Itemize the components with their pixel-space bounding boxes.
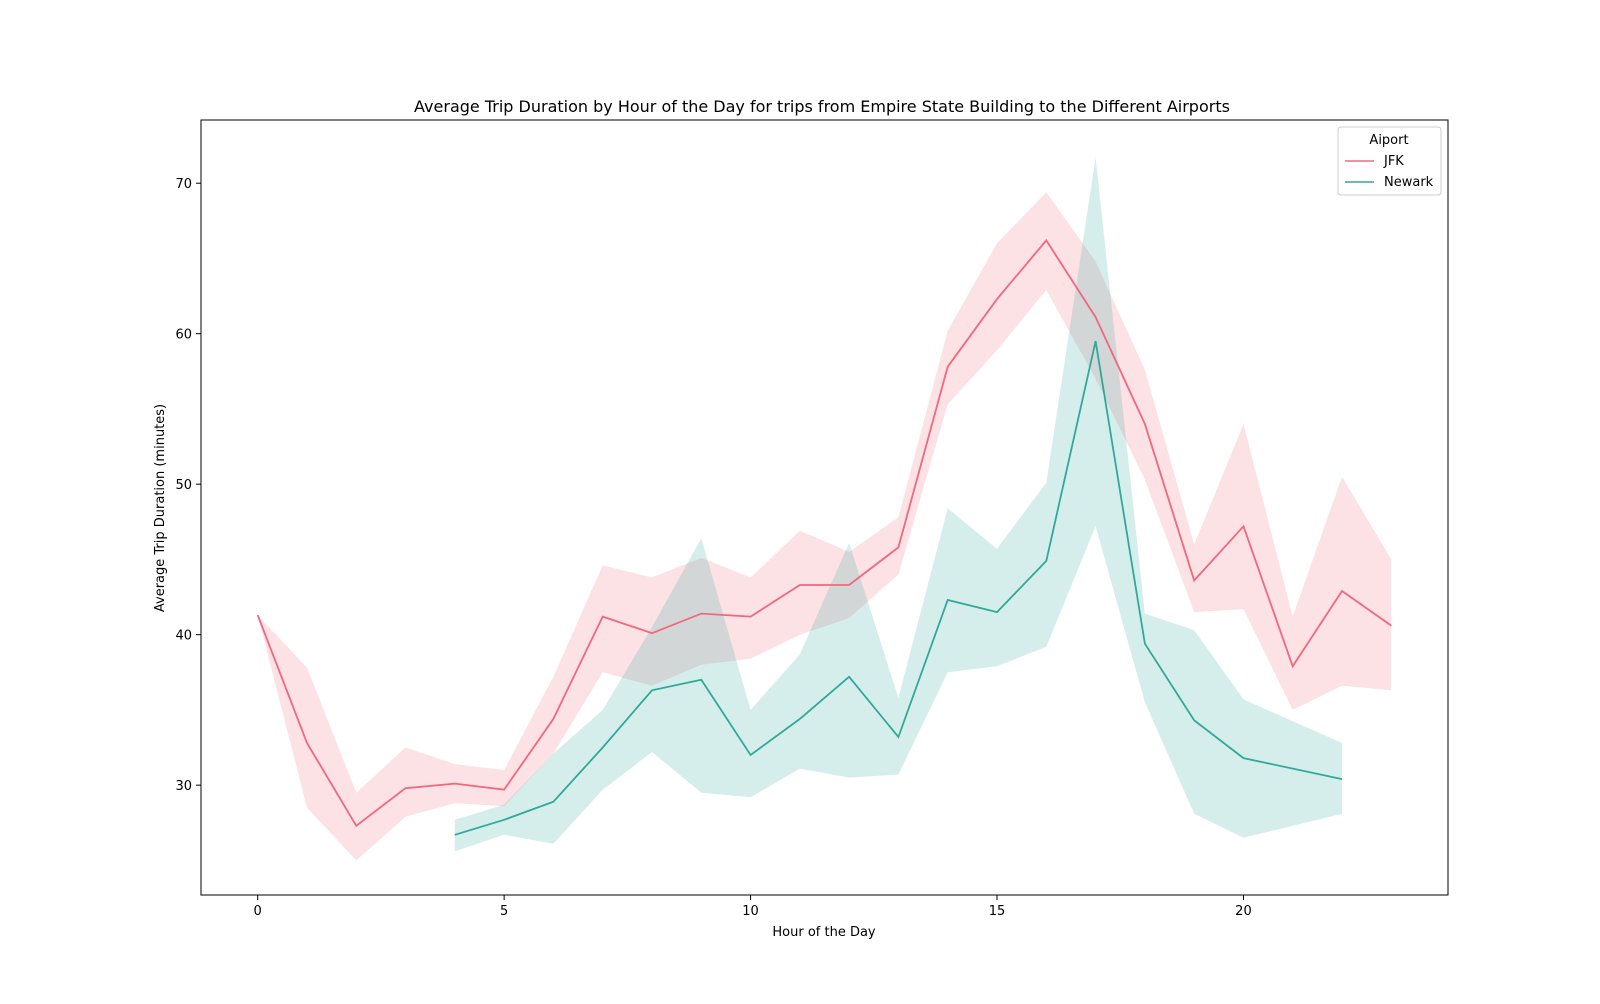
y-tick-label: 30 bbox=[175, 779, 192, 794]
y-tick-label: 50 bbox=[175, 478, 192, 493]
confidence-bands bbox=[257, 157, 1392, 861]
y-tick-label: 60 bbox=[175, 328, 192, 343]
chart-title: Average Trip Duration by Hour of the Day… bbox=[414, 97, 1230, 116]
legend-title: Aiport bbox=[1369, 133, 1408, 148]
x-axis-label: Hour of the Day bbox=[772, 925, 876, 940]
y-axis: 30 40 50 60 70 bbox=[175, 177, 201, 794]
x-tick-label: 10 bbox=[742, 904, 759, 919]
x-tick-label: 20 bbox=[1235, 904, 1252, 919]
x-tick-label: 5 bbox=[500, 904, 508, 919]
x-axis: 0 5 10 15 20 bbox=[254, 895, 1252, 919]
legend: Aiport JFK Newark bbox=[1337, 126, 1442, 196]
x-tick-label: 15 bbox=[989, 904, 1006, 919]
jfk-confidence-band bbox=[257, 192, 1392, 861]
series-lines bbox=[256, 238, 1392, 836]
y-tick-label: 40 bbox=[175, 629, 192, 644]
y-tick-label: 70 bbox=[175, 177, 192, 192]
legend-label-jfk: JFK bbox=[1383, 154, 1404, 169]
x-tick-label: 0 bbox=[254, 904, 262, 919]
legend-box bbox=[1337, 126, 1442, 196]
legend-label-newark: Newark bbox=[1384, 175, 1434, 190]
y-axis-label: Average Trip Duration (minutes) bbox=[153, 404, 168, 612]
newark-confidence-band bbox=[454, 157, 1342, 852]
plot-area-frame bbox=[200, 119, 1449, 896]
jfk-line bbox=[256, 238, 1392, 828]
newark-line bbox=[454, 341, 1343, 836]
